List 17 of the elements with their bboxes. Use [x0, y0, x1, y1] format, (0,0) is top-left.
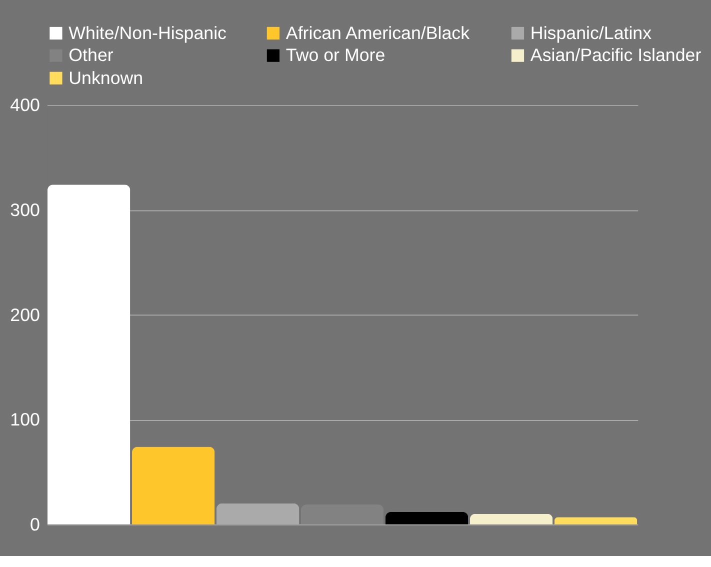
legend-label: Two or More	[286, 45, 386, 66]
bar	[47, 184, 130, 524]
y-tick-label: 200	[10, 304, 40, 325]
legend-label: Other	[68, 45, 114, 66]
legend-label: Asian/Pacific Islander	[530, 45, 702, 66]
bar	[132, 446, 215, 524]
bar	[385, 512, 468, 524]
legend-label: Hispanic/Latinx	[530, 22, 652, 43]
bar	[300, 504, 384, 524]
y-tick-label: 0	[30, 514, 40, 535]
legend-label: Unknown	[68, 68, 144, 88]
y-tick-label: 100	[10, 410, 40, 430]
bar	[470, 514, 553, 524]
legend-label: African American/Black	[286, 22, 470, 43]
y-tick-label: 300	[10, 200, 40, 220]
y-tick-label: 400	[10, 95, 40, 116]
legend-label: White/Non-Hispanic	[68, 22, 227, 43]
